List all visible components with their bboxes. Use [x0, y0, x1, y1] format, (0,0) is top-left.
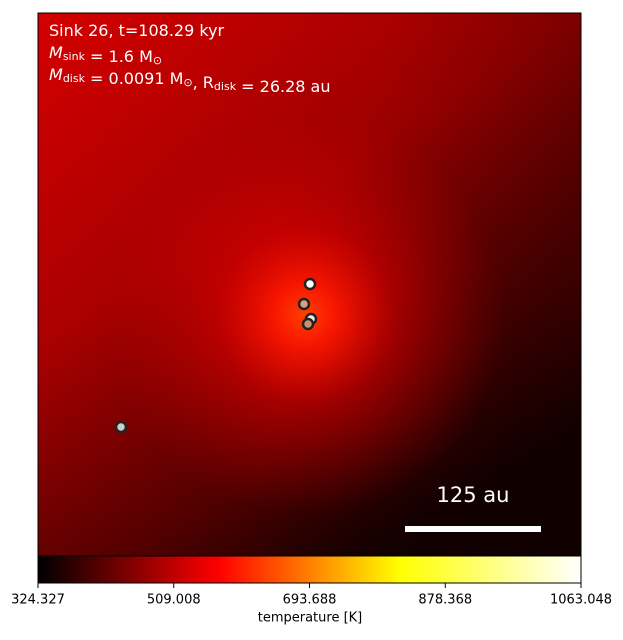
annotation: Msink = 1.6 M⊙: [49, 43, 162, 68]
scale-bar-label: 125 au: [437, 483, 510, 507]
annotation-text: , R: [193, 73, 214, 92]
sink: [301, 317, 315, 331]
sink-particles: [114, 277, 318, 434]
sink: [114, 420, 128, 434]
annotation-text: = 1.6 M: [85, 47, 153, 66]
annotation-text: = 0.0091 M: [85, 69, 183, 88]
annotation-text: Sink 26, t=108.29 kyr: [49, 21, 225, 40]
annotation-subscript: ⊙: [153, 54, 162, 67]
annotation: Mdisk = 0.0091 M⊙, Rdisk = 26.28 au: [49, 65, 330, 96]
annotation: Sink 26, t=108.29 kyr: [49, 21, 225, 40]
annotation-subscript: disk: [63, 72, 86, 85]
colorbar-tick-label: 878.368: [418, 593, 472, 608]
colorbar-tick-label: 324.327: [11, 593, 65, 608]
colorbar: [37, 555, 582, 584]
annotation-subscript: disk: [214, 80, 237, 93]
annotation-subscript: ⊙: [183, 76, 192, 89]
annotation-text: M: [49, 43, 63, 62]
annotation-text: M: [49, 65, 63, 84]
colorbar-label: temperature [K]: [258, 611, 363, 626]
sink: [297, 297, 311, 311]
sink: [303, 277, 317, 291]
colorbar-tick-label: 693.688: [283, 593, 337, 608]
annotation-subscript: sink: [63, 50, 86, 63]
annotation-text: = 26.28 au: [236, 77, 330, 96]
colorbar-tick-label: 509.008: [147, 593, 201, 608]
colorbar-tick-label: 1063.048: [550, 593, 612, 608]
